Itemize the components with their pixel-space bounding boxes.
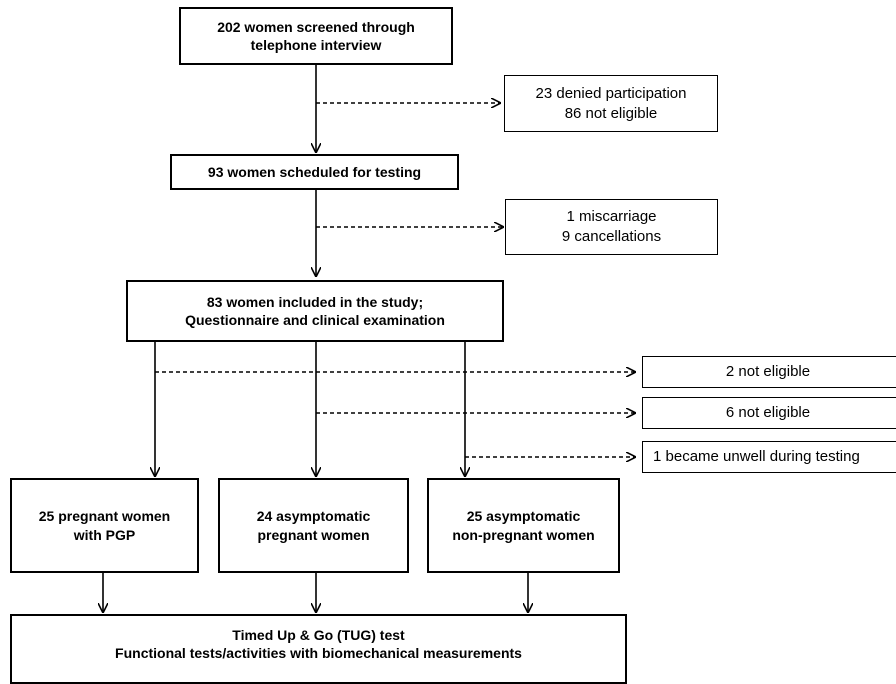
- box-group-nonpreg: 25 asymptomatic non-pregnant women: [427, 478, 620, 573]
- box-included: 83 women included in the study; Question…: [126, 280, 504, 342]
- box-excl-pgp: 2 not eligible: [642, 356, 896, 388]
- box-scheduled: 93 women scheduled for testing: [170, 154, 459, 190]
- box-group-asym-preg: 24 asymptomatic pregnant women: [218, 478, 409, 573]
- box-excluded-1: 23 denied participation 86 not eligible: [504, 75, 718, 132]
- box-excl-nonpreg: 1 became unwell during testing: [642, 441, 896, 473]
- box-group-pgp: 25 pregnant women with PGP: [10, 478, 199, 573]
- box-excl-asym-preg: 6 not eligible: [642, 397, 896, 429]
- box-tests: Timed Up & Go (TUG) test Functional test…: [10, 614, 627, 684]
- box-excluded-2: 1 miscarriage 9 cancellations: [505, 199, 718, 255]
- box-screened: 202 women screened through telephone int…: [179, 7, 453, 65]
